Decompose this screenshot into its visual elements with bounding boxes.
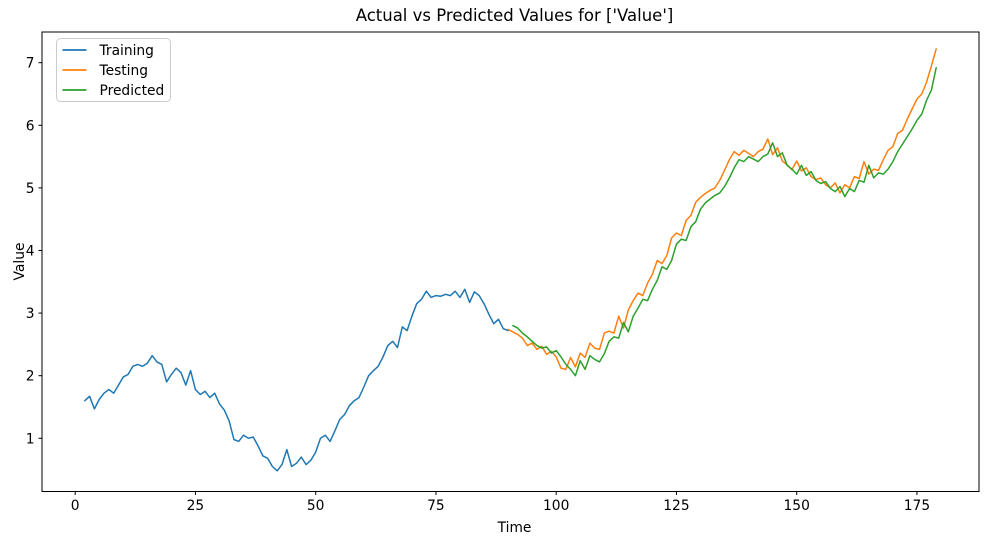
x-tick-label: 150 — [784, 498, 810, 514]
legend-label-predicted: Predicted — [100, 83, 165, 99]
x-tick-label: 125 — [663, 498, 689, 514]
data-series — [84, 48, 937, 472]
y-tick-label: 7 — [26, 56, 35, 72]
y-tick-label: 2 — [26, 369, 35, 385]
x-axis-ticks: 0 25 50 75 100 125 150 175 — [71, 491, 930, 514]
x-tick-label: 100 — [543, 498, 569, 514]
x-tick-label: 175 — [904, 498, 930, 514]
legend: Training Testing Predicted — [56, 38, 171, 102]
y-tick-label: 1 — [26, 431, 35, 447]
x-tick-label: 50 — [307, 498, 325, 514]
chart-title: Actual vs Predicted Values for ['Value'] — [356, 6, 674, 25]
series-line-predicted — [512, 66, 937, 377]
y-tick-label: 5 — [26, 181, 35, 197]
x-axis-label: Time — [497, 520, 532, 536]
y-axis-ticks: 1 2 3 4 5 6 7 — [26, 56, 42, 447]
legend-label-training: Training — [99, 43, 154, 59]
x-tick-label: 25 — [187, 498, 205, 514]
y-tick-label: 4 — [26, 243, 35, 259]
plot-area-border — [41, 31, 980, 492]
y-tick-label: 3 — [26, 306, 35, 322]
x-tick-label: 75 — [427, 498, 445, 514]
legend-label-testing: Testing — [99, 63, 149, 79]
y-tick-label: 6 — [26, 118, 35, 134]
legend-box — [56, 38, 171, 102]
y-axis-label: Value — [12, 243, 28, 281]
series-line-testing — [507, 48, 937, 371]
series-line-training — [84, 288, 509, 472]
x-tick-label: 0 — [71, 498, 80, 514]
